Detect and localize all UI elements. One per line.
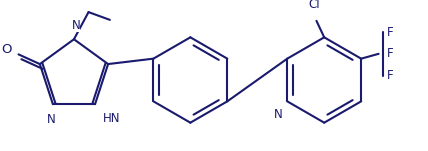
Text: O: O: [1, 43, 12, 56]
Text: F: F: [387, 47, 394, 60]
Text: N: N: [273, 108, 282, 121]
Text: HN: HN: [103, 112, 120, 125]
Text: N: N: [47, 113, 55, 126]
Text: Cl: Cl: [309, 0, 320, 11]
Text: N: N: [71, 19, 80, 32]
Text: F: F: [387, 26, 394, 39]
Text: F: F: [387, 69, 394, 82]
